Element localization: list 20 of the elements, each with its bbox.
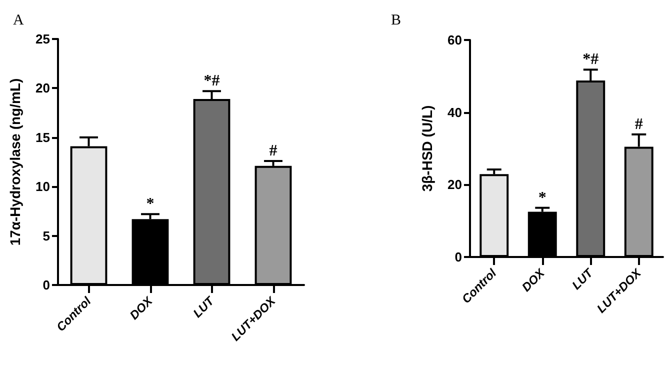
- y-tick-label: 5: [42, 228, 50, 244]
- y-tick-label: 0: [454, 250, 462, 264]
- chart-title: A: [13, 12, 24, 28]
- annotation: #: [634, 116, 643, 133]
- y-tick-label: 10: [36, 179, 50, 194]
- annotation: #: [269, 142, 278, 160]
- annotation: *: [538, 189, 546, 206]
- chart-title: B: [391, 12, 402, 28]
- y-axis-title: 3β-HSD (U/L): [419, 105, 435, 192]
- y-tick-label: 15: [36, 130, 50, 145]
- y-tick-label: 25: [36, 32, 50, 46]
- y-tick-label: 0: [42, 278, 50, 292]
- annotation: *#: [582, 51, 599, 68]
- y-axis-title: 17α-Hydroxylase (ng/mL): [7, 78, 23, 246]
- annotation: *: [146, 196, 154, 213]
- annotation: *#: [204, 72, 220, 90]
- y-tick-label: 40: [448, 104, 462, 120]
- y-tick-label: 60: [448, 32, 462, 48]
- y-tick-label: 20: [448, 177, 462, 192]
- y-tick-label: 20: [36, 80, 50, 96]
